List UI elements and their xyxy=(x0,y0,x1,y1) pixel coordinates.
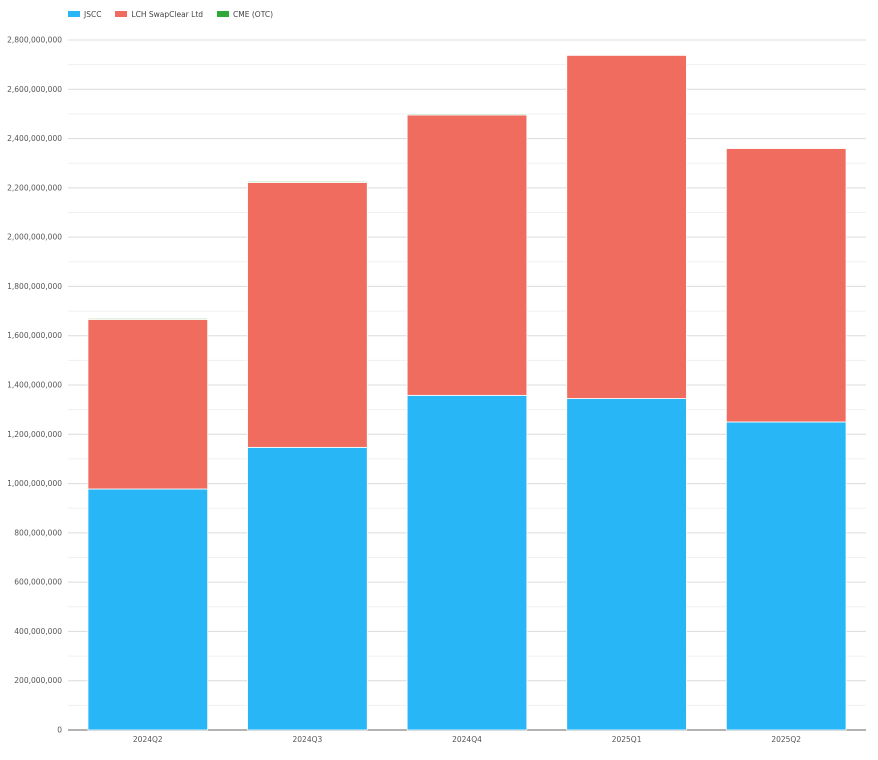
y-tick-label: 200,000,000 xyxy=(14,676,62,685)
y-tick-label: 600,000,000 xyxy=(14,578,62,587)
bar-lch-swapclear-ltd-2025q2 xyxy=(725,148,847,423)
y-tick-label: 1,800,000,000 xyxy=(7,282,62,291)
y-tick-label: 0 xyxy=(57,726,62,735)
legend-item-lch-swapclear[interactable]: LCH SwapClear Ltd xyxy=(115,10,203,19)
bar-cme-otc-2025q2 xyxy=(725,147,847,149)
bar-jscc-2024q2 xyxy=(87,488,209,731)
bar-jscc-2025q2 xyxy=(725,421,847,731)
x-tick-label: 2025Q2 xyxy=(771,735,801,744)
bar-cme-otc-2025q1 xyxy=(566,54,687,56)
y-tick-label: 2,200,000,000 xyxy=(7,183,62,192)
y-tick-label: 1,400,000,000 xyxy=(7,381,62,390)
legend-item-jscc[interactable]: JSCC xyxy=(68,10,101,19)
y-tick-label: 400,000,000 xyxy=(14,627,62,636)
y-tick-label: 1,000,000,000 xyxy=(7,479,62,488)
x-tick-label: 2024Q3 xyxy=(293,735,323,744)
legend-label-cme-otc: CME (OTC) xyxy=(233,9,273,19)
y-tick-label: 2,600,000,000 xyxy=(7,85,62,94)
y-tick-label: 2,800,000,000 xyxy=(7,36,62,45)
x-tick-label: 2025Q1 xyxy=(612,735,642,744)
y-tick-label: 2,400,000,000 xyxy=(7,134,62,143)
bar-cme-otc-2024q3 xyxy=(247,181,368,183)
bar-cme-otc-2024q2 xyxy=(87,318,209,320)
bar-lch-swapclear-ltd-2025q1 xyxy=(566,54,687,399)
legend-swatch-lch-swapclear xyxy=(115,11,128,17)
legend-swatch-jscc xyxy=(68,11,80,17)
bar-lch-swapclear-ltd-2024q2 xyxy=(87,319,209,490)
y-tick-label: 800,000,000 xyxy=(14,528,62,537)
bar-cme-otc-2024q4 xyxy=(406,113,528,116)
y-tick-label: 1,600,000,000 xyxy=(7,331,62,340)
bar-jscc-2025q1 xyxy=(566,398,687,731)
legend-swatch-cme-otc xyxy=(217,11,230,17)
x-tick-label: 2024Q2 xyxy=(133,735,163,744)
bar-jscc-2024q4 xyxy=(406,394,528,731)
legend-label-lch-swapclear: LCH SwapClear Ltd xyxy=(131,9,204,19)
legend: JSCC LCH SwapClear Ltd CME (OTC) xyxy=(68,8,273,20)
x-tick-label: 2024Q4 xyxy=(452,735,482,744)
legend-item-cme-otc[interactable]: CME (OTC) xyxy=(217,10,273,19)
y-tick-label: 2,000,000,000 xyxy=(7,233,62,242)
bar-lch-swapclear-ltd-2024q3 xyxy=(247,182,368,448)
y-tick-label: 1,200,000,000 xyxy=(7,430,62,439)
bar-lch-swapclear-ltd-2024q4 xyxy=(406,114,528,396)
bar-jscc-2024q3 xyxy=(247,446,368,731)
legend-label-jscc: JSCC xyxy=(84,9,102,19)
